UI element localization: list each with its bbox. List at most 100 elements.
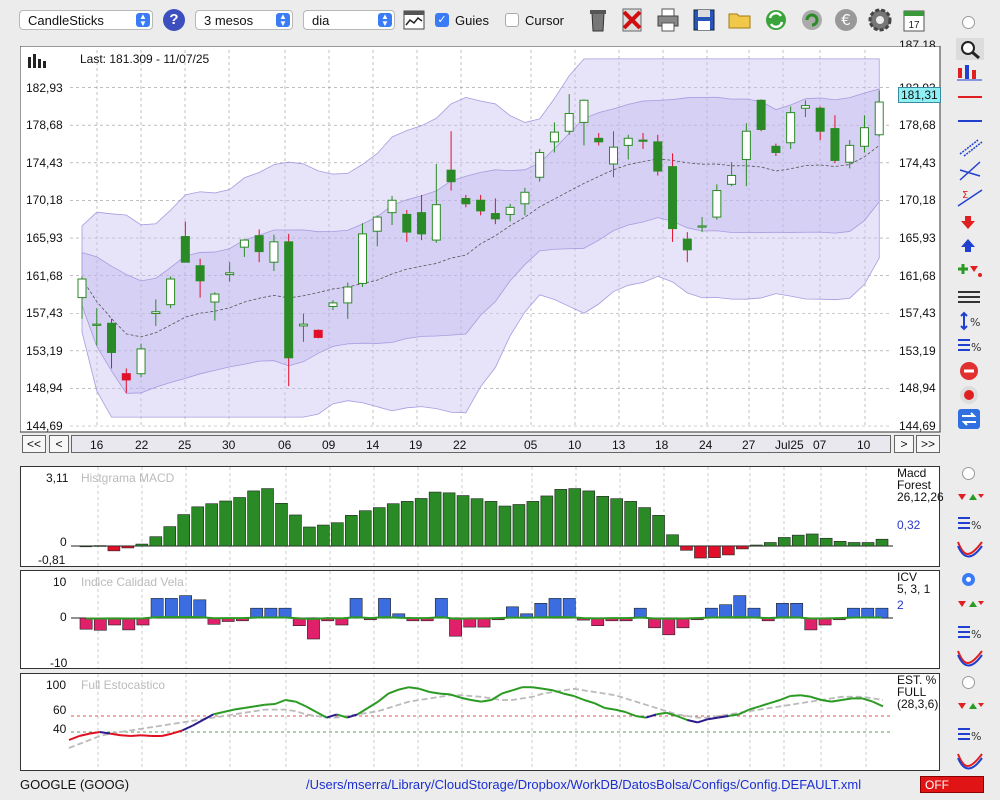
trash-icon[interactable]	[584, 6, 612, 34]
candle-body	[815, 107, 825, 132]
bar-positive	[317, 524, 330, 547]
indicator-arrows-icon[interactable]	[956, 595, 984, 617]
nav-prev-button[interactable]: <	[49, 435, 69, 453]
cursor-checkbox[interactable]	[505, 13, 519, 27]
time-axis-label: 18	[655, 438, 669, 452]
macd-title: Histgrama MACD	[81, 471, 175, 485]
timeline-scrollbar[interactable]	[71, 435, 891, 453]
bar-chart-icon[interactable]	[403, 10, 425, 30]
indicator-arrows-icon[interactable]	[956, 697, 984, 719]
icv-panel: Indice Calidad Vela	[20, 570, 940, 669]
channel-icon[interactable]	[956, 136, 984, 158]
candle	[786, 106, 796, 149]
candle-body	[564, 113, 574, 132]
nav-last-button[interactable]: >>	[916, 435, 940, 453]
price-chart[interactable]	[20, 46, 988, 456]
fibonacci-icon[interactable]: Σ	[956, 186, 984, 208]
time-axis-label: 13	[612, 438, 626, 452]
period-select[interactable]: 3 mesos ▲ ▼	[195, 10, 293, 30]
nav-next-button[interactable]: >	[894, 435, 914, 453]
main-panel-radio[interactable]	[962, 16, 975, 29]
record-icon[interactable]	[956, 384, 984, 406]
indicator-scale-icon[interactable]: %	[956, 621, 984, 643]
horizontal-line-icon[interactable]	[956, 86, 984, 108]
guides-checkbox[interactable]: ✓	[435, 13, 449, 27]
bar-positive	[596, 496, 609, 547]
candle	[136, 343, 146, 378]
candle-body	[741, 130, 751, 161]
config-path-link[interactable]: /Users/mserra/Library/CloudStorage/Dropb…	[306, 777, 862, 792]
icv-radio[interactable]	[962, 573, 975, 586]
stoch-line-segment	[625, 711, 637, 717]
price-axis-tick: 161,68	[899, 268, 936, 283]
candle-body	[608, 146, 618, 165]
bar-positive	[540, 495, 554, 547]
swap-icon[interactable]	[956, 408, 984, 430]
bar-negative	[93, 617, 107, 631]
candle-body	[520, 191, 530, 205]
refresh-icon[interactable]	[762, 6, 790, 34]
trendline-icon[interactable]	[956, 160, 984, 182]
chart-type-select[interactable]: CandleSticks ▲ ▼	[19, 10, 153, 30]
printer-icon[interactable]	[654, 6, 682, 34]
candle	[874, 90, 884, 137]
stop-icon[interactable]	[956, 360, 984, 382]
stoch-line-segment	[408, 686, 420, 690]
indicator-curve-icon[interactable]	[956, 647, 984, 669]
nav-first-button[interactable]: <<	[22, 435, 46, 453]
toolbar: CandleSticks ▲ ▼ ? 3 mesos ▲ ▼ dia ▲ ▼ ✓ Gu…	[0, 0, 1000, 44]
interval-select[interactable]: dia ▲ ▼	[303, 10, 395, 30]
euro-icon[interactable]: €	[832, 6, 860, 34]
macd-chart[interactable]	[21, 467, 939, 566]
candle-body	[830, 128, 840, 161]
time-axis-label: 30	[222, 438, 236, 452]
reload-icon[interactable]	[798, 6, 826, 34]
delete-icon[interactable]	[618, 6, 646, 34]
candle	[668, 153, 678, 242]
stoch-line-segment	[872, 700, 884, 708]
percent-icon[interactable]: %	[956, 334, 984, 356]
indicator-scale-icon[interactable]: %	[956, 723, 984, 745]
stoch-line-segment	[264, 703, 276, 706]
candle	[121, 368, 131, 394]
stoch-line-segment	[480, 699, 492, 703]
bar-positive	[191, 506, 204, 547]
candle	[180, 221, 190, 263]
zoom-icon[interactable]	[956, 38, 984, 60]
icv-chart[interactable]	[21, 571, 939, 668]
svg-text:Σ: Σ	[962, 190, 968, 201]
stoch-ytick: 60	[53, 703, 67, 717]
help-icon[interactable]: ?	[163, 9, 185, 31]
up-arrow-icon[interactable]	[956, 234, 984, 256]
macd-radio[interactable]	[962, 467, 975, 480]
scale-icon[interactable]: %	[956, 310, 984, 332]
stoch-line-segment	[326, 713, 338, 719]
bar-positive	[456, 495, 470, 547]
candle-body	[845, 144, 855, 163]
stoch-chart[interactable]	[21, 674, 939, 770]
candle-body	[461, 197, 471, 205]
stoch-line-segment	[800, 694, 812, 698]
bar-positive	[666, 534, 679, 547]
stoch-radio[interactable]	[962, 676, 975, 689]
price-axis-tick: 178,68	[26, 118, 63, 133]
down-arrow-icon[interactable]	[956, 210, 984, 232]
calendar-icon[interactable]: 17	[900, 6, 928, 34]
status-badge[interactable]: OFF	[920, 776, 984, 793]
indicator-arrows-icon[interactable]	[956, 488, 984, 510]
candle-icon[interactable]	[956, 62, 984, 84]
stoch-line-segment	[377, 692, 390, 703]
indicator-scale-icon[interactable]: %	[956, 512, 984, 534]
folder-icon[interactable]	[726, 6, 754, 34]
indicator-curve-icon[interactable]	[956, 750, 984, 772]
line-icon[interactable]	[956, 110, 984, 132]
candle-body	[431, 204, 441, 241]
save-icon[interactable]	[690, 6, 718, 34]
plot-frame	[20, 46, 941, 433]
bars-icon[interactable]	[956, 286, 984, 308]
arrows-icon[interactable]	[956, 258, 984, 280]
gear-icon[interactable]	[866, 6, 894, 34]
indicator-curve-icon[interactable]	[956, 538, 984, 560]
candle-body	[476, 199, 486, 212]
candle-body	[402, 213, 412, 233]
